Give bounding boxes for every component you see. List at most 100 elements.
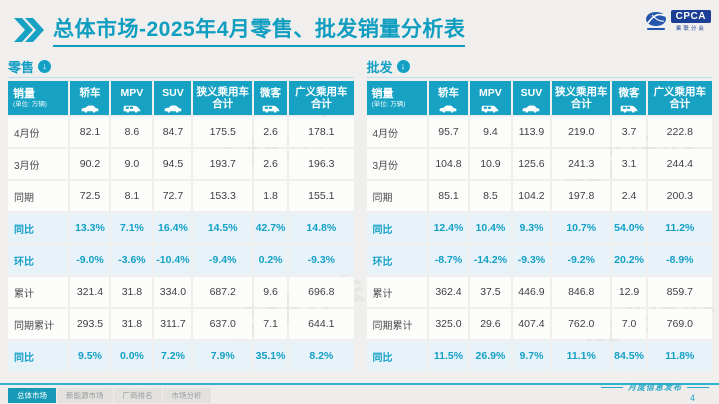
cell-value: 113.9 xyxy=(512,117,550,147)
cell-value: 687.2 xyxy=(193,277,252,307)
minibus-icon xyxy=(262,100,280,113)
double-chevron-icon xyxy=(14,18,44,42)
table-row: 同比 9.5% 0.0% 7.2% 7.9% 35.1% 8.2% xyxy=(8,341,354,371)
cell-value: 859.7 xyxy=(647,277,712,307)
cell-value: 12.9 xyxy=(612,277,646,307)
column-header-total: 广义乘用车 合计 xyxy=(647,81,712,115)
table-row: 同比 13.3% 7.1% 16.4% 14.5% 42.7% 14.8% xyxy=(8,213,354,243)
row-label: 同比 xyxy=(8,213,69,243)
cpca-logo: CPCA 乘联分会 xyxy=(644,10,711,32)
tab-3[interactable]: 厂商排名 xyxy=(113,388,162,403)
cell-value: 9.0 xyxy=(111,149,153,179)
cell-value: 0.0% xyxy=(111,341,153,371)
cell-value: 362.4 xyxy=(428,277,468,307)
row-label: 同比 xyxy=(8,341,69,371)
cell-value: 219.0 xyxy=(551,117,611,147)
cell-value: 244.4 xyxy=(647,149,712,179)
cell-value: -10.4% xyxy=(154,245,192,275)
cell-value: 7.9% xyxy=(193,341,252,371)
tab-4[interactable]: 市场分析 xyxy=(162,388,211,403)
cell-value: 446.9 xyxy=(512,277,550,307)
cell-value: -8.7% xyxy=(428,245,468,275)
tables-area: 零售 ↓ 销量 (单位: 万辆) 轿车 MPV SUV 狭义乘用车 合计 微客 广义乘用车 合计 … xyxy=(8,58,712,371)
cell-value: 8.2% xyxy=(289,341,354,371)
cell-value: 325.0 xyxy=(428,309,468,339)
row-label: 累计 xyxy=(366,277,427,307)
footer-label: 月度信息发布 xyxy=(628,383,682,392)
cell-value: 11.8% xyxy=(647,341,712,371)
footer-rule-right xyxy=(687,387,709,388)
cell-value: 90.2 xyxy=(70,149,110,179)
footer-rule-left xyxy=(601,387,623,388)
cell-value: -9.0% xyxy=(70,245,110,275)
cell-value: 12.4% xyxy=(428,213,468,243)
cell-value: 42.7% xyxy=(253,213,288,243)
corner-header: 销量 (单位: 万辆) xyxy=(8,81,69,115)
cell-value: 72.7 xyxy=(154,181,192,211)
column-header-total: 狭义乘用车 合计 xyxy=(551,81,611,115)
cell-value: 846.8 xyxy=(551,277,611,307)
column-header-total: 广义乘用车 合计 xyxy=(289,81,354,115)
cell-value: 104.2 xyxy=(512,181,550,211)
cell-value: 72.5 xyxy=(70,181,110,211)
cell-value: 178.1 xyxy=(289,117,354,147)
row-label: 累计 xyxy=(8,277,69,307)
table-row: 4月份 82.1 8.6 84.7 175.5 2.6 178.1 xyxy=(8,117,354,147)
cell-value: 196.3 xyxy=(289,149,354,179)
sedan-icon xyxy=(81,100,99,113)
cell-value: 0.2% xyxy=(253,245,288,275)
cell-value: 644.1 xyxy=(289,309,354,339)
cell-value: 762.0 xyxy=(551,309,611,339)
cell-value: 241.3 xyxy=(551,149,611,179)
cell-value: 197.8 xyxy=(551,181,611,211)
mpv-icon xyxy=(481,100,499,113)
down-arrow-icon: ↓ xyxy=(38,60,52,73)
column-header-suv: SUV xyxy=(512,81,550,115)
cell-value: 155.1 xyxy=(289,181,354,211)
table-header-row: 销量 (单位: 万辆) 轿车 MPV SUV 狭义乘用车 合计 微客 广义乘用车 合计 xyxy=(366,81,712,115)
cell-value: 16.4% xyxy=(154,213,192,243)
cell-value: 769.0 xyxy=(647,309,712,339)
cell-value: 7.1 xyxy=(253,309,288,339)
column-header-minibus: 微客 xyxy=(612,81,646,115)
cell-value: 85.1 xyxy=(428,181,468,211)
table-row: 同期 72.5 8.1 72.7 153.3 1.8 155.1 xyxy=(8,181,354,211)
cell-value: -9.4% xyxy=(193,245,252,275)
cell-value: 10.7% xyxy=(551,213,611,243)
cell-value: 8.1 xyxy=(111,181,153,211)
cell-value: 31.8 xyxy=(111,277,153,307)
row-label: 环比 xyxy=(8,245,69,275)
row-label: 环比 xyxy=(366,245,427,275)
tab-1[interactable]: 总体市场 xyxy=(8,388,56,403)
column-header-total: 狭义乘用车 合计 xyxy=(193,81,252,115)
table-row: 同比 11.5% 26.9% 9.7% 11.1% 84.5% 11.8% xyxy=(366,341,712,371)
header: 总体市场-2025年4月零售、批发销量分析表 xyxy=(14,13,466,47)
sedan-icon xyxy=(439,100,457,113)
cell-value: 10.4% xyxy=(469,213,511,243)
cell-value: 9.5% xyxy=(70,341,110,371)
cell-value: -8.9% xyxy=(647,245,712,275)
table-header-row: 销量 (单位: 万辆) 轿车 MPV SUV 狭义乘用车 合计 微客 广义乘用车 合计 xyxy=(8,81,354,115)
cell-value: 29.6 xyxy=(469,309,511,339)
cell-value: 696.8 xyxy=(289,277,354,307)
tab-2[interactable]: 新能源市场 xyxy=(57,388,113,403)
cell-value: 14.5% xyxy=(193,213,252,243)
cell-value: 8.6 xyxy=(111,117,153,147)
row-label: 同期累计 xyxy=(8,309,69,339)
row-label: 3月份 xyxy=(8,149,69,179)
cell-value: 2.6 xyxy=(253,117,288,147)
cell-value: -9.3% xyxy=(512,245,550,275)
cell-value: 82.1 xyxy=(70,117,110,147)
row-label: 同期 xyxy=(366,181,427,211)
cell-value: 14.8% xyxy=(289,213,354,243)
table-row: 同期累计 293.5 31.8 311.7 637.0 7.1 644.1 xyxy=(8,309,354,339)
cell-value: 9.3% xyxy=(512,213,550,243)
table-row: 累计 321.4 31.8 334.0 687.2 9.6 696.8 xyxy=(8,277,354,307)
cell-value: 11.5% xyxy=(428,341,468,371)
cell-value: 54.0% xyxy=(612,213,646,243)
retail-section-header: 零售 ↓ xyxy=(8,58,354,78)
suv-icon xyxy=(522,100,540,113)
column-header-minibus: 微客 xyxy=(253,81,288,115)
cell-value: 9.6 xyxy=(253,277,288,307)
